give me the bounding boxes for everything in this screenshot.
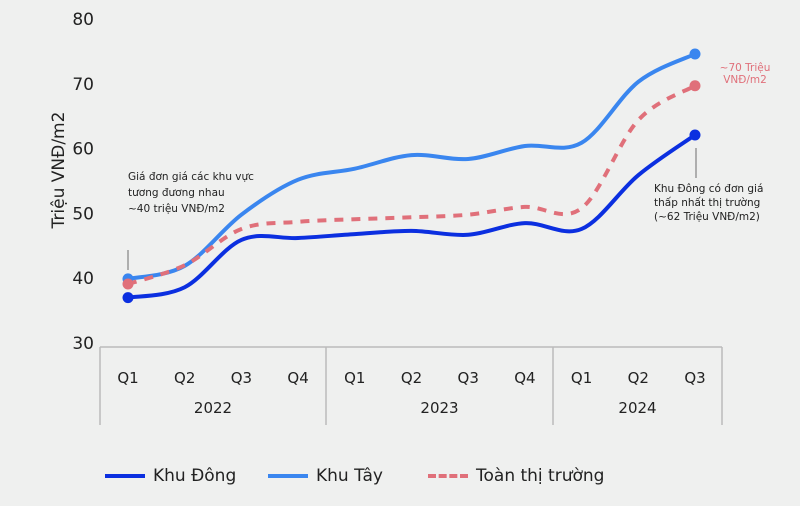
legend-label: Khu Tây [316, 466, 383, 486]
data-point [689, 48, 701, 60]
legend-item-toan-thi-truong: Toàn thị trường [428, 466, 604, 486]
x-tick-label: Q1 [571, 369, 592, 387]
legend-item-khu-dong: Khu Đông [105, 466, 236, 486]
data-point [689, 80, 701, 92]
x-tick-label: Q2 [628, 369, 649, 387]
y-tick-label: 40 [72, 269, 94, 289]
annotation-text: tương đương nhau [128, 187, 225, 199]
annotation-text: (~62 Triệu VNĐ/m2) [654, 211, 760, 223]
x-tick-label: Q1 [117, 369, 138, 387]
series-line-0 [126, 132, 697, 300]
x-tick-label: Q2 [174, 369, 195, 387]
data-point [122, 278, 134, 290]
annotation-text: VNĐ/m2 [723, 74, 767, 86]
annotation-text: thấp nhất thị trường [654, 197, 760, 209]
x-tick-label: Q4 [287, 369, 308, 387]
annotation-text: ~40 triệu VNĐ/m2 [128, 203, 225, 215]
x-tick-label: Q3 [684, 369, 705, 387]
legend-item-khu-tay: Khu Tây [268, 466, 383, 486]
series-line-2 [127, 83, 697, 286]
data-point [122, 292, 134, 304]
x-group-label: 2023 [420, 399, 458, 417]
y-tick-label: 70 [72, 75, 94, 95]
data-point [689, 129, 701, 141]
x-group-label: 2022 [194, 399, 232, 417]
x-tick-label: Q2 [401, 369, 422, 387]
legend-label: Toàn thị trường [476, 466, 605, 486]
y-tick-label: 60 [72, 140, 94, 160]
y-tick-label: 80 [72, 10, 94, 30]
legend-label: Khu Đông [153, 466, 237, 486]
x-group-label: 2024 [618, 399, 656, 417]
y-tick-label: 30 [72, 334, 94, 354]
series-line-1 [126, 51, 697, 281]
x-tick-label: Q1 [344, 369, 365, 387]
annotation-text: Giá đơn giá các khu vực [128, 171, 254, 183]
x-tick-label: Q3 [458, 369, 479, 387]
x-tick-label: Q4 [514, 369, 535, 387]
x-tick-label: Q3 [231, 369, 252, 387]
annotation-text: ~70 Triệu [720, 62, 771, 74]
annotation-text: Khu Đông có đơn giá [654, 183, 763, 195]
y-tick-label: 50 [72, 204, 94, 224]
y-axis-label: Triệu VNĐ/m2 [49, 112, 69, 230]
